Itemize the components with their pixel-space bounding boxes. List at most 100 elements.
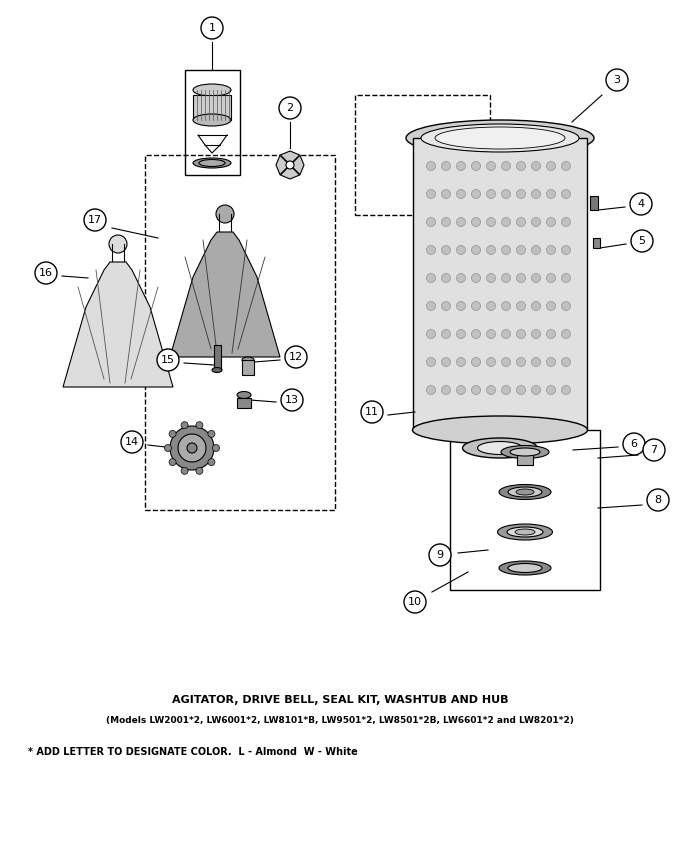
Circle shape: [517, 358, 526, 366]
Text: 9: 9: [437, 550, 443, 560]
Circle shape: [456, 217, 466, 227]
Circle shape: [502, 385, 511, 395]
Circle shape: [361, 401, 383, 423]
Circle shape: [429, 544, 451, 566]
Circle shape: [181, 422, 188, 429]
Ellipse shape: [237, 391, 251, 399]
Circle shape: [456, 246, 466, 254]
Circle shape: [169, 459, 176, 466]
Circle shape: [208, 431, 215, 437]
Ellipse shape: [193, 114, 231, 126]
Bar: [237, 398, 251, 408]
Text: 16: 16: [39, 268, 53, 278]
Text: 2: 2: [286, 103, 294, 113]
Circle shape: [502, 246, 511, 254]
Circle shape: [456, 301, 466, 311]
Circle shape: [562, 301, 571, 311]
Circle shape: [441, 385, 450, 395]
Circle shape: [208, 459, 215, 466]
Circle shape: [562, 217, 571, 227]
Text: 7: 7: [651, 445, 658, 455]
Bar: [193, 95, 231, 120]
Circle shape: [441, 162, 450, 170]
Circle shape: [517, 189, 526, 199]
Circle shape: [170, 426, 214, 470]
Circle shape: [532, 385, 541, 395]
Circle shape: [196, 422, 203, 429]
Text: 13: 13: [285, 395, 299, 405]
Text: 12: 12: [289, 352, 303, 362]
Circle shape: [471, 162, 481, 170]
Ellipse shape: [501, 445, 549, 459]
Ellipse shape: [498, 524, 552, 540]
Circle shape: [547, 217, 556, 227]
Bar: [185, 70, 240, 175]
Circle shape: [157, 349, 179, 371]
Circle shape: [643, 439, 665, 461]
Text: AGITATOR, DRIVE BELL, SEAL KIT, WASHTUB AND HUB: AGITATOR, DRIVE BELL, SEAL KIT, WASHTUB …: [172, 695, 508, 705]
Text: * ADD LETTER TO DESIGNATE COLOR.  L - Almond  W - White: * ADD LETTER TO DESIGNATE COLOR. L - Alm…: [28, 747, 358, 757]
Circle shape: [196, 467, 203, 474]
Circle shape: [201, 17, 223, 39]
Circle shape: [562, 162, 571, 170]
Circle shape: [517, 274, 526, 282]
Circle shape: [441, 274, 450, 282]
Bar: [590, 196, 598, 210]
Circle shape: [426, 246, 435, 254]
Circle shape: [286, 161, 294, 169]
Circle shape: [486, 217, 496, 227]
Circle shape: [532, 274, 541, 282]
Circle shape: [426, 189, 435, 199]
Circle shape: [471, 330, 481, 338]
Bar: [145, 155, 335, 510]
Circle shape: [426, 162, 435, 170]
Text: 8: 8: [654, 495, 662, 505]
Circle shape: [502, 274, 511, 282]
Circle shape: [547, 274, 556, 282]
Circle shape: [517, 246, 526, 254]
Polygon shape: [276, 151, 304, 179]
Bar: [355, 95, 490, 215]
Ellipse shape: [508, 487, 542, 497]
Circle shape: [441, 301, 450, 311]
Circle shape: [517, 301, 526, 311]
Circle shape: [121, 431, 143, 453]
Bar: [517, 453, 533, 465]
Circle shape: [426, 385, 435, 395]
Circle shape: [456, 274, 466, 282]
Circle shape: [547, 358, 556, 366]
Text: 1: 1: [209, 23, 216, 33]
Ellipse shape: [199, 159, 225, 167]
Ellipse shape: [507, 527, 543, 537]
Circle shape: [562, 330, 571, 338]
Text: 4: 4: [637, 199, 645, 209]
Circle shape: [169, 431, 176, 437]
Text: 15: 15: [161, 355, 175, 365]
Ellipse shape: [516, 489, 534, 495]
Circle shape: [486, 189, 496, 199]
Circle shape: [502, 217, 511, 227]
Circle shape: [471, 246, 481, 254]
Circle shape: [562, 246, 571, 254]
Ellipse shape: [212, 367, 222, 372]
Text: 11: 11: [365, 407, 379, 417]
Circle shape: [471, 189, 481, 199]
Circle shape: [562, 189, 571, 199]
Circle shape: [471, 301, 481, 311]
Circle shape: [84, 209, 106, 231]
Circle shape: [281, 389, 303, 411]
Circle shape: [562, 385, 571, 395]
Circle shape: [517, 330, 526, 338]
Ellipse shape: [477, 442, 522, 455]
Text: (Models LW2001*2, LW6001*2, LW8101*B, LW9501*2, LW8501*2B, LW6601*2 and LW8201*2: (Models LW2001*2, LW6001*2, LW8101*B, LW…: [106, 716, 574, 724]
Text: 10: 10: [408, 597, 422, 607]
Circle shape: [471, 385, 481, 395]
Circle shape: [502, 189, 511, 199]
Ellipse shape: [193, 84, 231, 96]
Circle shape: [547, 301, 556, 311]
Circle shape: [456, 162, 466, 170]
Circle shape: [404, 591, 426, 613]
Circle shape: [532, 217, 541, 227]
Ellipse shape: [508, 563, 542, 573]
Circle shape: [517, 162, 526, 170]
